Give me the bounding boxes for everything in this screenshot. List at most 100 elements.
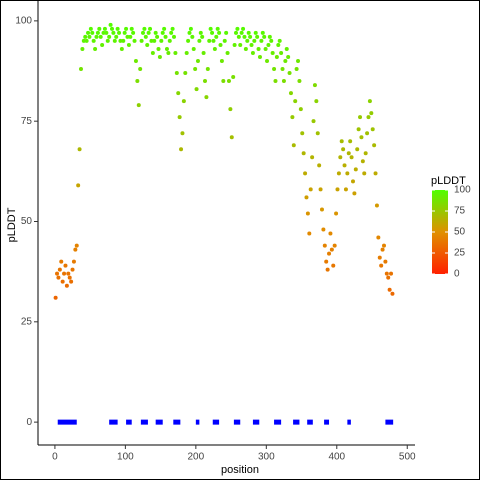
- point: [265, 58, 270, 63]
- point: [187, 30, 192, 35]
- point: [64, 283, 69, 288]
- point: [304, 195, 309, 200]
- point: [219, 58, 224, 63]
- point: [77, 147, 82, 152]
- point: [358, 115, 363, 120]
- point: [56, 275, 61, 280]
- point: [353, 167, 358, 172]
- point: [186, 38, 191, 43]
- point: [91, 38, 96, 43]
- point: [105, 38, 110, 43]
- point: [211, 38, 216, 43]
- point: [322, 243, 327, 248]
- point: [372, 143, 377, 148]
- point: [308, 187, 313, 192]
- x-tick-label: 300: [258, 452, 275, 463]
- point: [87, 34, 92, 39]
- point: [245, 38, 250, 43]
- point: [214, 34, 219, 39]
- point: [376, 235, 381, 240]
- point: [203, 79, 208, 84]
- point: [59, 259, 64, 264]
- y-tick-label: 0: [26, 417, 32, 428]
- point: [129, 26, 134, 31]
- point: [317, 163, 322, 168]
- point: [100, 42, 105, 47]
- point: [321, 227, 326, 232]
- point: [159, 38, 164, 43]
- point: [70, 267, 75, 272]
- y-axis-title: pLDDT: [6, 207, 18, 242]
- point: [210, 30, 215, 35]
- point: [102, 26, 107, 31]
- point: [259, 38, 264, 43]
- point: [341, 147, 346, 152]
- point: [172, 34, 177, 39]
- point: [81, 38, 86, 43]
- point: [243, 46, 248, 51]
- point: [184, 50, 189, 55]
- point: [360, 159, 365, 164]
- point: [336, 171, 341, 176]
- point: [148, 26, 153, 31]
- point: [60, 279, 65, 284]
- point: [373, 171, 378, 176]
- region: [233, 419, 241, 425]
- point: [296, 58, 301, 63]
- point: [273, 79, 278, 84]
- point: [66, 271, 71, 276]
- region: [212, 419, 220, 425]
- point: [334, 211, 339, 216]
- point: [166, 50, 171, 55]
- point: [355, 147, 360, 152]
- point: [377, 255, 382, 260]
- region: [140, 419, 148, 425]
- x-tick-label: 200: [188, 452, 205, 463]
- colorbar: [432, 190, 448, 274]
- point: [248, 34, 253, 39]
- colorbar-tick-label: 100: [454, 185, 471, 196]
- point: [342, 163, 347, 168]
- point: [228, 107, 233, 112]
- x-axis-title: position: [221, 464, 259, 476]
- point: [173, 50, 178, 55]
- point: [305, 211, 310, 216]
- point: [122, 30, 127, 35]
- colorbar-tick-label: 0: [454, 269, 460, 280]
- point: [346, 151, 351, 156]
- point: [114, 34, 119, 39]
- point: [348, 139, 353, 144]
- region: [155, 419, 163, 425]
- point: [78, 67, 83, 72]
- point: [239, 30, 244, 35]
- point: [339, 139, 344, 144]
- point: [229, 135, 234, 140]
- point: [298, 107, 303, 112]
- point: [142, 26, 147, 31]
- point: [246, 30, 251, 35]
- point: [97, 26, 102, 31]
- point: [260, 30, 265, 35]
- point: [235, 26, 240, 31]
- point: [284, 46, 289, 51]
- point: [193, 67, 198, 72]
- point: [197, 38, 202, 43]
- point: [162, 26, 167, 31]
- point: [118, 38, 123, 43]
- point: [98, 34, 103, 39]
- region: [324, 419, 330, 425]
- point: [222, 38, 227, 43]
- point: [386, 275, 391, 280]
- point: [62, 271, 67, 276]
- point: [131, 30, 136, 35]
- point: [291, 143, 296, 148]
- point: [293, 99, 298, 104]
- point: [369, 111, 374, 116]
- point: [74, 243, 79, 248]
- point: [198, 30, 203, 35]
- point: [286, 54, 291, 59]
- point: [328, 231, 333, 236]
- point: [280, 67, 285, 72]
- point: [367, 99, 372, 104]
